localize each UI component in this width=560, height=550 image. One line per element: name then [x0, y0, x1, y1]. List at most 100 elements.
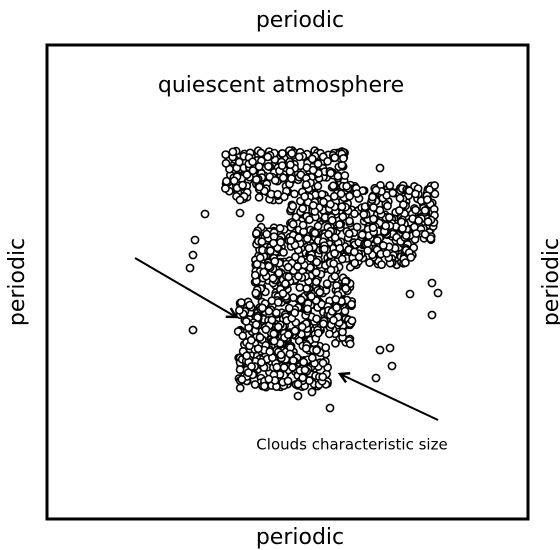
particle: [324, 229, 333, 239]
particle: [377, 260, 386, 269]
particle: [381, 221, 391, 231]
particle: [332, 303, 341, 312]
particle: [271, 308, 281, 318]
particle: [220, 184, 230, 193]
particle: [312, 314, 321, 324]
particle: [269, 336, 279, 346]
particle: [313, 159, 323, 169]
particle: [338, 153, 348, 163]
particle: [250, 270, 260, 280]
particle: [426, 234, 436, 243]
particle: [287, 174, 296, 183]
particle: [294, 152, 304, 162]
domain-label: quiescent atmosphere: [158, 73, 404, 98]
particle: [312, 345, 321, 355]
boundary-right: periodic: [539, 238, 560, 326]
particle: [331, 294, 341, 304]
particle: [345, 191, 354, 201]
particle: [398, 224, 407, 233]
particle: [382, 248, 392, 258]
particle: [317, 189, 327, 199]
particle: [307, 353, 317, 363]
particle: [288, 362, 297, 372]
particle: [262, 229, 272, 239]
particle: [359, 210, 369, 219]
particle: [286, 236, 296, 245]
particle: [352, 222, 362, 232]
particle: [261, 325, 271, 334]
particle: [335, 220, 344, 229]
particle: [284, 272, 293, 282]
particle: [285, 160, 295, 170]
particle: [330, 271, 340, 281]
particle: [365, 258, 374, 267]
particle: [340, 171, 350, 180]
particle: [385, 181, 395, 190]
particle: [330, 233, 340, 242]
boundary-left: periodic: [5, 238, 30, 326]
boundary-top: periodic: [256, 8, 344, 33]
particle: [255, 332, 265, 342]
particle: [245, 300, 255, 310]
particle: [308, 200, 318, 210]
particle: [363, 239, 373, 248]
particle: [188, 250, 198, 260]
particle: [388, 188, 398, 198]
particle: [269, 329, 279, 339]
particle: [200, 209, 210, 219]
arrow: [134, 257, 236, 317]
particle: [264, 374, 274, 384]
particle: [278, 173, 288, 183]
particle: [279, 363, 289, 372]
particle: [313, 328, 323, 338]
boundary-bottom: periodic: [256, 525, 344, 550]
particle: [395, 193, 405, 203]
particle: [301, 344, 311, 353]
particle: [304, 215, 314, 225]
particle: [304, 243, 314, 253]
particle: [300, 365, 310, 375]
particle: [420, 206, 430, 215]
particle: [248, 157, 257, 167]
particle: [371, 373, 381, 383]
particle: [273, 297, 283, 307]
particle: [300, 192, 310, 201]
particle: [276, 350, 286, 360]
particle: [330, 153, 340, 163]
particle: [254, 182, 264, 192]
particle: [313, 221, 323, 231]
particle: [251, 320, 261, 329]
particle: [248, 166, 258, 175]
particle: [235, 383, 245, 393]
particle: [352, 189, 362, 198]
particle: [302, 234, 312, 244]
particle: [293, 271, 303, 281]
particle: [345, 216, 354, 226]
particle: [295, 283, 305, 292]
particle: [280, 279, 290, 289]
particle: [318, 319, 328, 329]
particle: [318, 372, 328, 382]
particle: [323, 156, 332, 166]
particle: [410, 189, 420, 199]
particle: [378, 241, 388, 250]
particle: [221, 158, 231, 168]
particle: [234, 305, 244, 315]
particle: [272, 362, 282, 372]
particle: [330, 248, 339, 258]
particle: [256, 148, 266, 158]
particle: [338, 212, 348, 222]
particle: [254, 162, 264, 171]
particle: [319, 244, 329, 254]
particle: [190, 235, 200, 245]
particle: [420, 229, 430, 239]
particle: [310, 228, 320, 238]
particle: [270, 175, 280, 185]
particle: [368, 192, 377, 202]
particle: [277, 148, 287, 158]
particle: [238, 180, 247, 190]
particle: [290, 308, 300, 318]
particle: [406, 252, 416, 262]
particle: [303, 304, 312, 314]
